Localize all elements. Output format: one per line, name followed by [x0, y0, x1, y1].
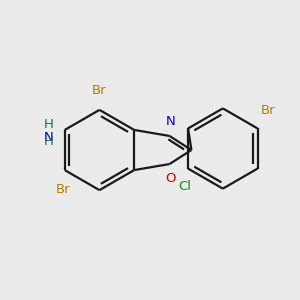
Text: Br: Br — [56, 183, 70, 196]
Text: Cl: Cl — [178, 181, 192, 194]
Text: N: N — [165, 115, 175, 128]
Text: H: H — [44, 135, 53, 148]
Text: O: O — [165, 172, 175, 185]
Text: N: N — [44, 131, 53, 144]
Text: Br: Br — [260, 103, 275, 117]
Text: Br: Br — [92, 83, 107, 97]
Text: H: H — [44, 118, 53, 131]
